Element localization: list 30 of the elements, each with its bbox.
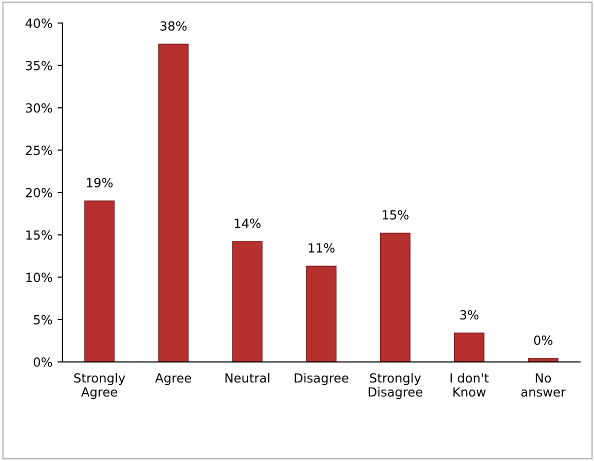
data-label: 38% (160, 21, 187, 31)
y-tick-label: 15% (26, 230, 52, 240)
data-label: 11% (308, 243, 334, 253)
bar (454, 332, 484, 362)
y-tick-label: 0% (34, 357, 52, 367)
y-tick-label: 20% (26, 188, 52, 198)
y-tick-label: 5% (34, 315, 52, 324)
y-tick-label: 35% (26, 60, 52, 70)
x-tick-label: Disagree (294, 372, 348, 386)
bar (158, 44, 189, 362)
y-tick-label: 30% (26, 103, 52, 113)
x-tick-label: Agree (155, 373, 192, 386)
bar (528, 358, 558, 362)
y-tick-label: 25% (26, 146, 52, 156)
y-tick-label: 10% (26, 272, 52, 282)
bar (84, 200, 115, 362)
x-tick-label: I don't Know (450, 372, 489, 397)
data-label: 0% (534, 336, 552, 345)
data-label: 15% (382, 210, 408, 220)
bar (380, 232, 410, 362)
bar (306, 266, 337, 362)
data-label: 3% (460, 310, 478, 320)
x-tick-label: Strongly Agree (74, 372, 126, 400)
data-label: 14% (234, 218, 261, 228)
x-tick-label: Neutral (226, 372, 270, 383)
x-tick-label: No answer (521, 373, 566, 397)
bar (232, 241, 263, 362)
data-label: 19% (86, 178, 113, 188)
y-tick-label: 40% (26, 18, 52, 28)
x-tick-label: Strongly Disagree (368, 372, 422, 400)
